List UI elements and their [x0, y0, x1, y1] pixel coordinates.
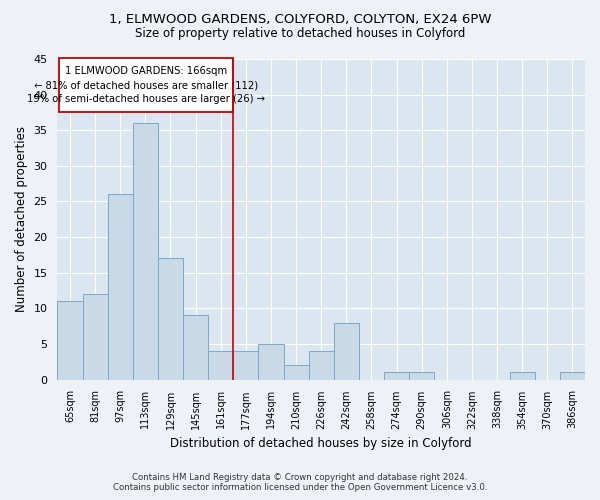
FancyBboxPatch shape [59, 58, 233, 112]
Bar [509, 372, 535, 380]
Text: Contains HM Land Registry data © Crown copyright and database right 2024.
Contai: Contains HM Land Registry data © Crown c… [113, 473, 487, 492]
Bar [233, 351, 259, 380]
Bar [308, 351, 334, 380]
Text: 1, ELMWOOD GARDENS, COLYFORD, COLYTON, EX24 6PW: 1, ELMWOOD GARDENS, COLYFORD, COLYTON, E… [109, 12, 491, 26]
Bar [384, 372, 409, 380]
Bar [58, 301, 83, 380]
Bar [259, 344, 284, 380]
Bar [83, 294, 107, 380]
Text: Size of property relative to detached houses in Colyford: Size of property relative to detached ho… [135, 28, 465, 40]
Bar [107, 194, 133, 380]
Bar [133, 123, 158, 380]
Bar [158, 258, 183, 380]
Bar [208, 351, 233, 380]
Bar [560, 372, 585, 380]
Bar [284, 366, 308, 380]
Bar [183, 316, 208, 380]
Bar [334, 322, 359, 380]
X-axis label: Distribution of detached houses by size in Colyford: Distribution of detached houses by size … [170, 437, 472, 450]
Y-axis label: Number of detached properties: Number of detached properties [15, 126, 28, 312]
Text: 1 ELMWOOD GARDENS: 166sqm
← 81% of detached houses are smaller (112)
19% of semi: 1 ELMWOOD GARDENS: 166sqm ← 81% of detac… [27, 66, 265, 104]
Bar [409, 372, 434, 380]
